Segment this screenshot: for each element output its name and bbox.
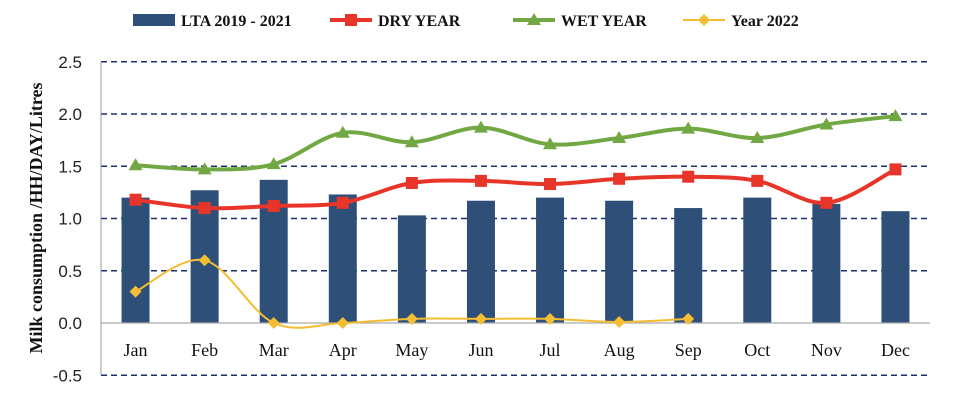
data-point-diamond	[336, 317, 349, 329]
legend-label: LTA 2019 - 2021	[181, 13, 292, 30]
data-point-square	[198, 202, 211, 215]
bar-oct	[743, 197, 772, 323]
legend-swatch-bar	[133, 14, 175, 26]
data-point-square	[613, 172, 626, 185]
data-point-triangle	[681, 121, 696, 134]
data-point-triangle	[527, 13, 541, 25]
bar-sep	[674, 208, 703, 323]
y-tick-label: -0.5	[53, 366, 82, 385]
x-tick-label: May	[395, 340, 428, 360]
legend-item: Year 2022	[683, 13, 799, 30]
x-tick-label: Oct	[744, 340, 770, 360]
series-line	[135, 167, 897, 211]
data-point-triangle	[543, 137, 558, 150]
series-wet-year	[128, 109, 903, 175]
bar-jun	[466, 200, 495, 323]
data-point-square	[336, 196, 349, 209]
x-tick-label: Jun	[468, 340, 493, 360]
data-point-triangle	[335, 125, 350, 138]
legend-item: DRY YEAR	[330, 13, 461, 30]
data-point-diamond	[613, 315, 626, 328]
bar-jan	[121, 197, 150, 323]
data-point-triangle	[266, 157, 281, 170]
data-point-triangle	[128, 158, 143, 171]
bar-nov	[812, 203, 841, 323]
x-tick-label: Aug	[604, 340, 635, 360]
data-point-square	[682, 170, 695, 183]
x-tick-label: Sep	[675, 340, 702, 360]
series-dry-year	[129, 163, 902, 215]
bar-apr	[328, 194, 357, 323]
y-tick-label: 1.5	[58, 157, 82, 176]
bar-jul	[536, 197, 565, 323]
legend-label: WET YEAR	[561, 13, 647, 30]
data-point-square	[820, 196, 833, 209]
y-tick-label: 2.5	[58, 53, 82, 72]
series-line	[135, 114, 896, 172]
legend-item: WET YEAR	[513, 13, 647, 30]
series-year-2022	[129, 254, 695, 329]
x-tick-label: Dec	[881, 340, 910, 360]
legend-label: Year 2022	[731, 13, 799, 30]
data-point-diamond	[544, 312, 557, 325]
data-point-square	[345, 14, 357, 26]
data-point-square	[751, 174, 764, 187]
y-tick-label: 1.0	[58, 210, 82, 229]
data-point-diamond	[267, 317, 280, 329]
y-tick-label: 0.0	[58, 314, 82, 333]
data-point-square	[889, 163, 902, 176]
bar-dec	[881, 211, 910, 323]
data-point-triangle	[612, 131, 627, 144]
x-tick-label: Apr	[329, 340, 357, 360]
legend-label: DRY YEAR	[378, 13, 461, 30]
data-point-diamond	[405, 312, 418, 325]
x-tick-label: Mar	[259, 340, 289, 360]
data-point-diamond	[474, 312, 487, 325]
data-point-square	[129, 193, 142, 206]
data-point-diamond	[198, 254, 211, 267]
y-tick-label: 2.0	[58, 105, 82, 124]
legend: LTA 2019 - 2021 DRY YEAR WET YEAR Year 2022	[133, 13, 799, 30]
data-point-triangle	[888, 109, 903, 122]
y-tick-label: 0.5	[58, 262, 82, 281]
data-point-triangle	[750, 131, 765, 144]
data-point-diamond	[129, 285, 142, 298]
data-point-diamond	[698, 14, 710, 26]
x-tick-label: Feb	[191, 340, 218, 360]
lines	[128, 109, 903, 329]
x-tick-label: Jul	[540, 340, 561, 360]
data-point-square	[474, 174, 487, 187]
data-point-triangle	[473, 120, 488, 133]
x-tick-label: Nov	[811, 340, 842, 360]
data-point-triangle	[197, 162, 212, 175]
data-point-square	[267, 199, 280, 212]
y-axis-ticks: 2.5 2.0 1.5 1.0 0.5 0.0 -0.5	[53, 53, 82, 386]
bars	[121, 179, 910, 323]
data-point-square	[405, 176, 418, 189]
y-axis-label: Milk consumption /HH/DAY/Litres	[26, 82, 46, 353]
gridlines	[101, 60, 930, 377]
bar-aug	[605, 200, 634, 323]
x-axis-ticks: Jan Feb Mar Apr May Jun Jul Aug Sep Oct Nov Dec	[124, 340, 910, 360]
legend-item: LTA 2019 - 2021	[133, 13, 292, 30]
data-point-diamond	[682, 312, 695, 325]
data-point-triangle	[819, 117, 834, 130]
x-tick-label: Jan	[124, 340, 148, 360]
bar-may	[397, 215, 426, 323]
data-point-square	[544, 178, 557, 191]
data-point-triangle	[404, 135, 419, 148]
